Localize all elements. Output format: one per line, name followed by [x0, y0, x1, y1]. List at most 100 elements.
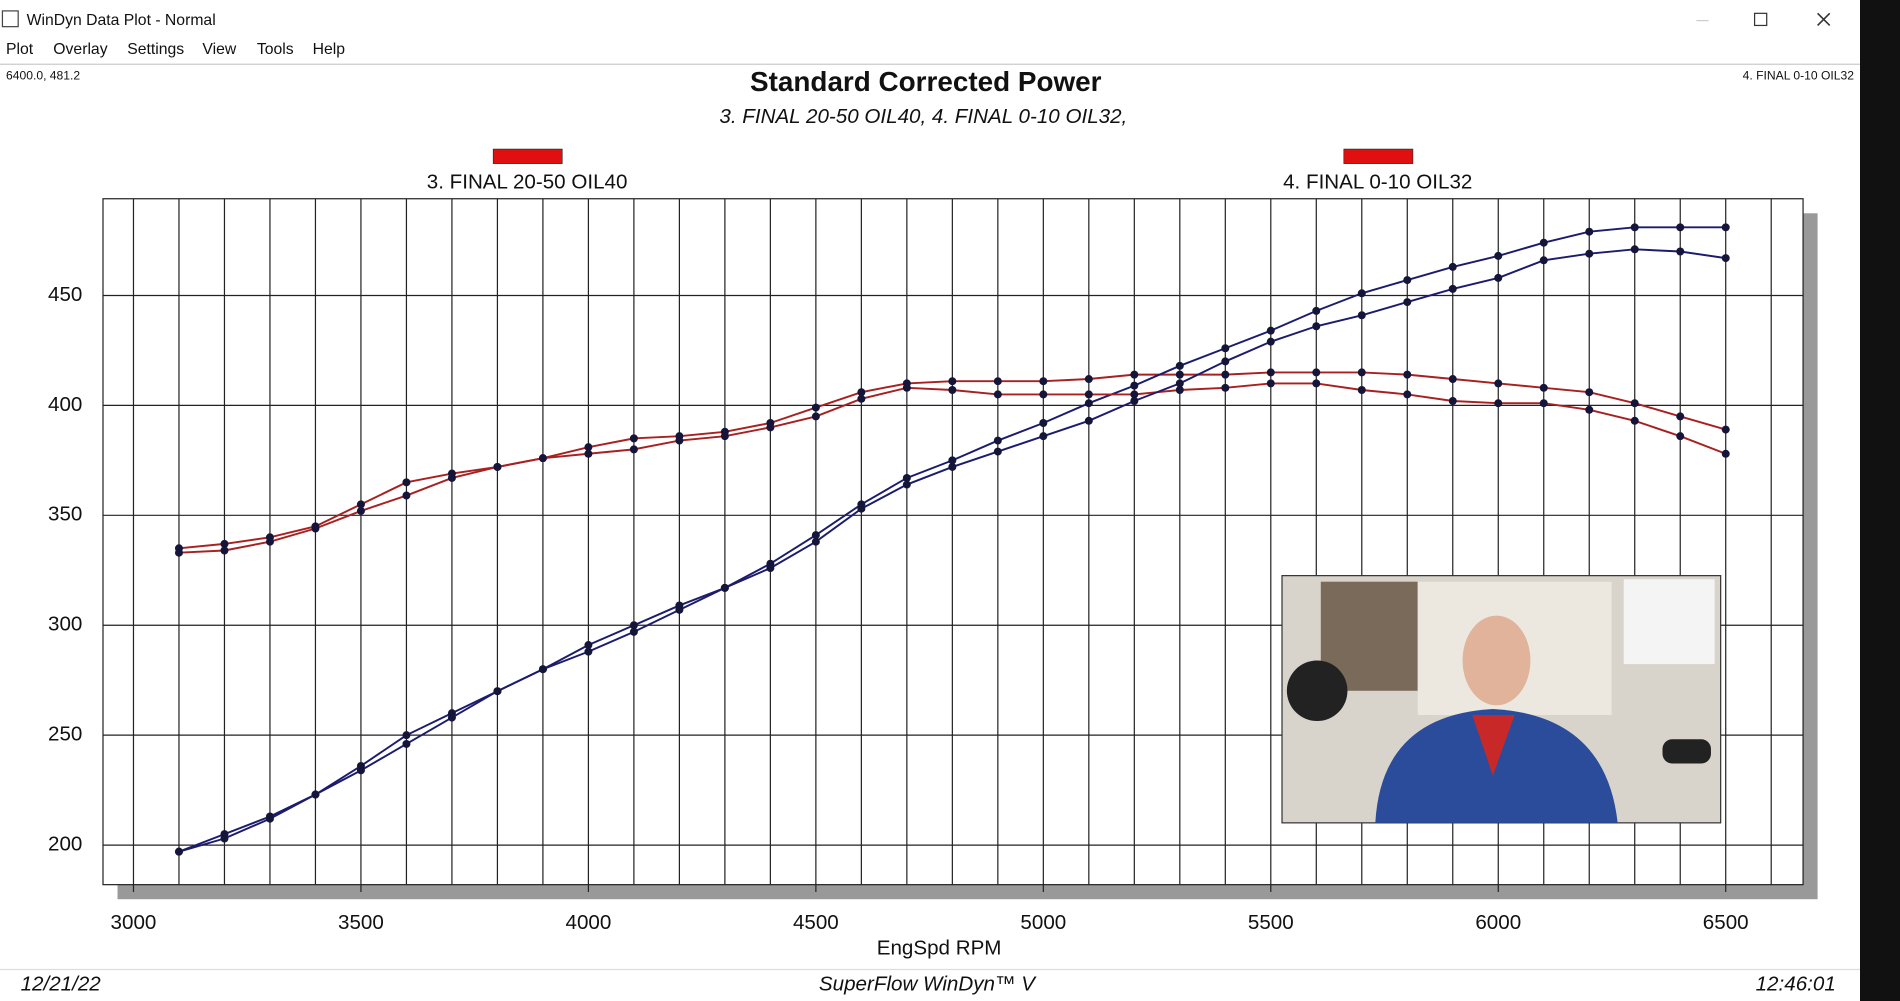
- x-tick-label: 5000: [1020, 911, 1066, 934]
- y-tick-label: 450: [48, 283, 82, 306]
- footer-time: 12:46:01: [1756, 973, 1836, 996]
- data-point: [1039, 390, 1048, 399]
- data-point: [629, 445, 638, 454]
- data-point: [1539, 238, 1548, 247]
- data-point: [1221, 383, 1230, 392]
- data-point: [1357, 386, 1366, 395]
- data-point: [629, 434, 638, 443]
- data-point: [948, 377, 957, 386]
- data-point: [720, 583, 729, 592]
- data-point: [1676, 432, 1685, 441]
- data-point: [402, 491, 411, 500]
- data-point: [1448, 262, 1457, 271]
- data-point: [265, 814, 274, 823]
- data-point: [220, 546, 229, 555]
- data-point: [1084, 390, 1093, 399]
- menu-item[interactable]: View: [202, 41, 236, 58]
- data-point: [493, 687, 502, 696]
- data-point: [766, 423, 775, 432]
- data-point: [1266, 337, 1275, 346]
- data-point: [1630, 245, 1639, 254]
- legend-swatch: [1343, 148, 1414, 164]
- data-point: [720, 432, 729, 441]
- data-point: [1312, 322, 1321, 331]
- data-point: [402, 739, 411, 748]
- data-point: [1266, 368, 1275, 377]
- data-point: [675, 436, 684, 445]
- y-tick-label: 350: [48, 503, 82, 526]
- data-point: [1039, 377, 1048, 386]
- data-point: [1312, 306, 1321, 315]
- menu-item[interactable]: Plot: [6, 41, 34, 58]
- data-point: [1539, 256, 1548, 265]
- close-button[interactable]: [1817, 12, 1831, 27]
- active-run: 4. FINAL 0-10 OIL32: [1743, 69, 1855, 83]
- data-point: [311, 790, 320, 799]
- x-axis-label: EngSpd RPM: [877, 936, 1002, 959]
- data-point: [584, 641, 593, 650]
- footer-date: 12/21/22: [21, 973, 102, 996]
- data-point: [1266, 379, 1275, 388]
- data-point: [1084, 416, 1093, 425]
- menu-item[interactable]: Overlay: [53, 41, 107, 58]
- data-point: [629, 627, 638, 636]
- menu-item[interactable]: Help: [313, 41, 346, 58]
- data-point: [993, 447, 1002, 456]
- data-point: [356, 506, 365, 515]
- data-point: [220, 834, 229, 843]
- data-point: [1494, 399, 1503, 408]
- menu-item[interactable]: Tools: [257, 41, 294, 58]
- legend-label: 3. FINAL 20-50 OIL40: [427, 170, 628, 193]
- data-point: [993, 390, 1002, 399]
- webcam-overlay: [1281, 575, 1722, 824]
- data-point: [1221, 357, 1230, 366]
- data-point: [766, 564, 775, 573]
- data-point: [538, 454, 547, 463]
- data-point: [1585, 227, 1594, 236]
- data-point: [1039, 432, 1048, 441]
- x-tick-label: 3500: [338, 911, 384, 934]
- data-point: [1221, 370, 1230, 379]
- data-point: [1130, 397, 1139, 406]
- restore-button[interactable]: [1753, 12, 1768, 27]
- data-point: [1221, 344, 1230, 353]
- chart-subtitle: 3. FINAL 20-50 OIL40, 4. FINAL 0-10 OIL3…: [719, 105, 1127, 128]
- window-title: WinDyn Data Plot - Normal: [27, 12, 216, 29]
- data-point: [1130, 381, 1139, 390]
- person-head: [1462, 615, 1531, 706]
- data-point: [538, 665, 547, 674]
- data-point: [1585, 249, 1594, 258]
- data-point: [1448, 397, 1457, 406]
- x-tick-label: 4500: [793, 911, 839, 934]
- x-tick-label: 5500: [1248, 911, 1294, 934]
- menu-item[interactable]: Settings: [127, 41, 184, 58]
- data-point: [1585, 388, 1594, 397]
- data-point: [1403, 390, 1412, 399]
- menu-bar: Plot Overlay Settings View Tools Help: [6, 41, 345, 58]
- data-point: [1403, 298, 1412, 307]
- data-point: [1175, 361, 1184, 370]
- data-point: [1721, 449, 1730, 458]
- data-point: [1357, 368, 1366, 377]
- cursor-readout: 6400.0, 481.2: [6, 69, 80, 83]
- app-icon: [1, 10, 19, 28]
- data-point: [1175, 379, 1184, 388]
- data-point: [1266, 326, 1275, 335]
- x-tick-label: 3000: [111, 911, 157, 934]
- data-point: [1721, 425, 1730, 434]
- x-tick-label: 6500: [1703, 911, 1749, 934]
- data-point: [1676, 247, 1685, 256]
- data-point: [356, 500, 365, 509]
- data-point: [1539, 399, 1548, 408]
- data-point: [1312, 379, 1321, 388]
- microphone: [1662, 739, 1711, 764]
- data-point: [584, 647, 593, 656]
- data-point: [902, 383, 911, 392]
- data-point: [1676, 412, 1685, 421]
- data-point: [174, 548, 183, 557]
- data-point: [311, 524, 320, 533]
- data-point: [675, 605, 684, 614]
- data-point: [811, 403, 820, 412]
- y-tick-label: 300: [48, 613, 82, 636]
